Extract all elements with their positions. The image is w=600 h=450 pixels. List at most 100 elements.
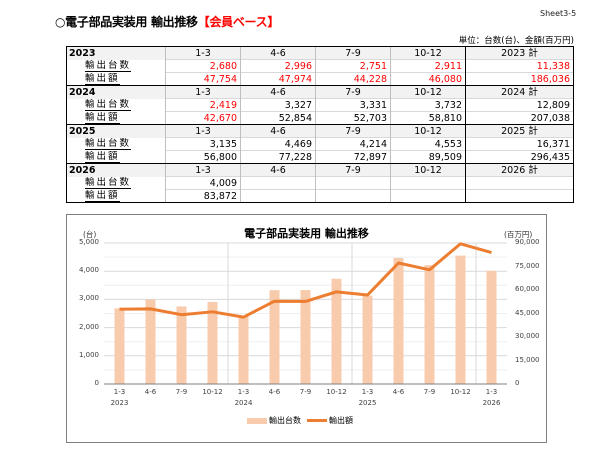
year-total-header: 2024 計 [465,85,574,99]
x-axis-category: 7-9 [299,388,312,396]
value-cell: 42,670 [165,111,241,125]
quarter-header: 10-12 [390,85,466,99]
right-axis-tick: 45,000 [515,308,540,317]
row-label-cell: 輸出台数 [66,176,166,190]
total-cell: 11,338 [465,59,574,73]
row-label-cell: 輸出台数 [66,98,166,112]
value-cell: 83,872 [165,189,241,203]
right-axis-tick: 60,000 [515,285,540,293]
value-cell: 4,214 [315,137,391,151]
units-bar [424,265,435,384]
left-axis-tick: 1,000 [78,350,99,359]
value-cell: 77,228 [240,150,316,164]
value-row: 輸出額 83,872 [66,189,574,203]
units-bar [393,257,404,384]
value-cell [240,176,316,190]
units-row: 輸出台数 4,009 [66,176,574,190]
total-cell: 296,435 [465,150,574,164]
right-axis-tick: 75,000 [515,261,540,270]
units-bar [300,290,311,384]
legend-item-units: 輸出台数 [247,415,301,426]
quarter-header: 10-12 [390,46,466,60]
x-axis-year: 2026 [482,399,501,407]
quarter-header: 1-3 [165,85,241,99]
value-cell: 47,974 [240,72,316,86]
year-header-row: 2025 1-3 4-6 7-9 10-12 2025 計 [66,124,574,138]
row-label: 輸出額 [85,111,120,124]
x-axis-category: 1-3 [113,388,126,396]
value-cell: 2,996 [240,59,316,73]
quarter-header: 1-3 [165,124,241,138]
x-axis-year: 2023 [110,399,129,407]
units-bar [114,308,125,384]
value-line [119,242,492,319]
row-label: 輸出額 [85,150,120,163]
year-header-row: 2026 1-3 4-6 7-9 10-12 2026 計 [66,163,574,177]
units-bar [362,295,373,384]
value-cell: 56,800 [165,150,241,164]
legend-item-value: 輸出額 [307,415,353,426]
left-axis-tick: 0 [94,379,99,387]
value-cell: 4,553 [390,137,466,151]
total-cell: 207,038 [465,111,574,125]
value-cell: 44,228 [315,72,391,86]
page-title-main: ○電子部品実装用 輸出推移 [55,15,198,29]
export-trend-chart: 電子部品実装用 輸出推移 (台) (百万円) 0 1,000 2,000 3,000 4… [66,214,547,443]
units-bar [238,315,249,384]
x-axis-category: 10-12 [202,388,223,396]
value-cell: 89,509 [390,150,466,164]
x-axis-category: 7-9 [423,388,436,396]
x-axis-category: 7-9 [175,388,188,396]
row-label-cell: 輸出額 [66,111,166,125]
value-cell: 4,469 [240,137,316,151]
right-axis-unit: (百万円) [504,230,533,239]
page-title: ○電子部品実装用 輸出推移【会員ベース】 [55,13,279,30]
page-title-accent: 【会員ベース】 [197,15,280,29]
value-cell: 4,009 [165,176,241,190]
units-bar [269,290,280,384]
x-axis-year: 2025 [358,399,377,407]
row-label-cell: 輸出台数 [66,59,166,73]
x-axis-year: 2024 [234,399,253,407]
right-axis-tick: 0 [515,379,520,387]
year-label: 2023 [66,46,166,60]
units-bar [145,299,156,384]
value-cell: 72,897 [315,150,391,164]
sheet-label: Sheet3-5 [540,9,577,18]
total-cell: 16,371 [465,137,574,151]
value-row: 輸出額 47,754 47,974 44,228 46,080 186,036 [66,72,574,86]
legend-label-units: 輸出台数 [269,416,301,425]
export-table: 2023 1-3 4-6 7-9 10-12 2023 計輸出台数 2,680 2,996 2,… [66,46,574,203]
chart-plot-area [104,242,507,385]
x-axis-category: 1-3 [485,388,498,396]
left-axis-tick: 2,000 [78,322,99,331]
legend-label-value: 輸出額 [329,416,353,425]
chart-legend: 輸出台数 輸出額 [247,415,353,426]
year-total-header: 2025 計 [465,124,574,138]
year-label: 2025 [66,124,166,138]
value-cell: 2,911 [390,59,466,73]
year-total-header: 2023 計 [465,46,574,60]
value-cell [315,189,391,203]
units-bar [207,301,218,384]
row-label-cell: 輸出台数 [66,137,166,151]
quarter-header: 7-9 [315,163,391,177]
right-axis-tick: 15,000 [515,355,540,364]
row-label: 輸出額 [85,72,120,85]
quarter-header: 1-3 [165,163,241,177]
row-label-cell: 輸出額 [66,189,166,203]
row-label: 輸出台数 [85,138,132,150]
value-cell: 58,810 [390,111,466,125]
x-axis-category: 4-6 [392,388,405,396]
value-cell: 3,732 [390,98,466,112]
x-axis-category: 10-12 [450,388,471,396]
value-cell [240,189,316,203]
value-row: 輸出額 56,800 77,228 72,897 89,509 296,435 [66,150,574,164]
quarter-header: 4-6 [240,46,316,60]
row-label-cell: 輸出額 [66,150,166,164]
quarter-header: 7-9 [315,124,391,138]
year-label: 2026 [66,163,166,177]
year-header-row: 2024 1-3 4-6 7-9 10-12 2024 計 [66,85,574,99]
quarter-header: 10-12 [390,163,466,177]
quarter-header: 4-6 [240,163,316,177]
